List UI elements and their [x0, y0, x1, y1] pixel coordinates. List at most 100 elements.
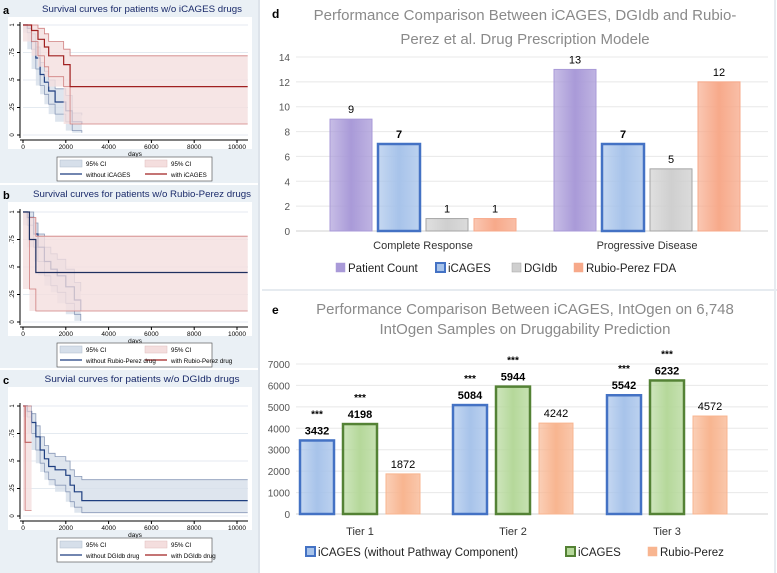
legend-box: [56, 342, 213, 368]
y-tick-label: 1: [10, 404, 16, 408]
survival-panel-c: c Survial curves for patients w/o DGIdb d…: [0, 370, 258, 573]
legend: 95% CI 95% CI without iCAGES with iCAGES: [56, 156, 213, 182]
y-tick-label: 0: [10, 320, 16, 324]
bar-rubio-perez: [538, 422, 574, 515]
x-tick-label: 6000: [144, 144, 159, 151]
chart-title-line: Performance Comparison Between iCAGES, D…: [314, 7, 737, 24]
y-tick-label: .75: [10, 48, 16, 57]
chart-title: Survial curves for patients w/o DGIdb dr…: [45, 374, 240, 385]
legend-label: iCAGES: [578, 547, 621, 559]
data-label: 1872: [391, 459, 415, 471]
data-label: 4242: [544, 408, 568, 420]
category-label: Tier 1: [346, 526, 374, 538]
bar-rubio-perez: [692, 415, 728, 515]
bar-panel-e: e Performance Comparison Between iCAGES, …: [268, 301, 768, 559]
y-tick-label: .25: [10, 484, 16, 493]
data-label: 13: [569, 54, 581, 66]
x-tick-label: 10000: [228, 331, 246, 338]
y-tick-label: .5: [10, 458, 16, 464]
bar-rubio-perez: [385, 473, 421, 515]
legend-label: without iCAGES: [85, 172, 130, 179]
y-tick-label: 12: [279, 78, 291, 89]
panel-letter: a: [3, 5, 10, 17]
ci-upper-line: [23, 405, 248, 481]
legend-label: 95% CI: [86, 161, 107, 168]
ci-upper-line: [23, 24, 248, 57]
legend-swatch-ci-red: [144, 159, 168, 168]
bar-icages: [376, 142, 422, 233]
y-tick-label: 3000: [268, 446, 291, 457]
panel-letter: e: [272, 303, 279, 317]
y-tick-label: .75: [10, 235, 16, 244]
y-tick-label: 6: [284, 152, 290, 163]
bar-rubio-perez-fda: [697, 81, 741, 232]
x-tick-label: 10000: [228, 525, 246, 532]
bar-icages: [494, 385, 532, 516]
legend-label: Patient Count: [348, 263, 418, 275]
data-label: 7: [396, 129, 402, 141]
legend-label: Rubio-Perez: [660, 547, 724, 559]
y-tick-label: .25: [10, 103, 16, 112]
bar-icages: [648, 379, 686, 516]
x-tick-label: 8000: [187, 331, 202, 338]
data-label: 4572: [698, 401, 722, 413]
x-tick-label: 4000: [101, 525, 116, 532]
y-tick-label: 1: [10, 23, 16, 27]
x-tick-label: 6000: [144, 331, 159, 338]
legend-label: without Rubio-Perez drug: [85, 358, 156, 365]
legend-label: DGIdb: [524, 263, 557, 275]
data-label: 3432: [305, 425, 329, 437]
x-tick-label: 2000: [59, 331, 74, 338]
bar-icages: [341, 422, 379, 516]
legend-label: 95% CI: [171, 542, 192, 549]
panel-letter: c: [3, 375, 9, 387]
chart-title-line: IntOgen Samples on Druggability Predicti…: [380, 321, 671, 338]
legend: 95% CI 95% CI without DGIdb drug with DGIdb…: [56, 537, 216, 563]
legend-label: without DGIdb drug: [85, 553, 140, 560]
significance-marker: ***: [464, 374, 476, 385]
x-tick-label: 2000: [59, 525, 74, 532]
category-label: Complete Response: [373, 240, 473, 252]
y-tick-label: 2: [284, 202, 290, 213]
y-tick-label: 0: [10, 514, 16, 518]
x-axis-label: days: [128, 151, 142, 158]
legend-swatch-ci-blue: [59, 159, 83, 168]
significance-marker: ***: [311, 409, 323, 420]
data-label: 1: [492, 204, 498, 216]
y-tick-label: 4000: [268, 424, 291, 435]
chart-title-line: Perez et al. Drug Prescription Modele: [400, 31, 649, 48]
x-tick-label: 8000: [187, 144, 202, 151]
data-label: 6232: [655, 365, 679, 377]
chart-title-line: Performance Comparison Between iCAGES, I…: [316, 301, 734, 318]
legend-box: [56, 537, 213, 563]
data-label: 5084: [458, 390, 483, 402]
bar-panel-d: d Performance Comparison Between iCAGES, …: [272, 7, 768, 275]
y-tick-label: .75: [10, 429, 16, 438]
legend-swatch: [335, 262, 346, 273]
survival-panel-a: a Survival curves for patients w/o iCAGES…: [0, 0, 258, 183]
significance-marker: ***: [618, 364, 630, 375]
legend-swatch-ci-red: [144, 345, 168, 354]
data-label: 5542: [612, 380, 636, 392]
data-label: 5944: [501, 372, 526, 384]
y-tick-label: 0: [284, 227, 290, 238]
legend-swatch: [305, 546, 316, 557]
y-tick-label: .5: [10, 264, 16, 270]
y-tick-label: 7000: [268, 360, 291, 371]
y-tick-label: 2000: [268, 467, 291, 478]
data-label: 5: [668, 154, 674, 166]
chart-title: Survival curves for patients w/o iCAGES …: [42, 4, 242, 15]
legend-label: 95% CI: [171, 347, 192, 354]
ci-lower-line: [23, 24, 248, 125]
ci-band-1: [23, 406, 32, 511]
data-label: 9: [348, 104, 354, 116]
survival-curve-1: [23, 211, 248, 274]
legend-label: with DGIdb drug: [170, 553, 216, 560]
panel-letter: b: [3, 190, 10, 202]
legend-label: 95% CI: [171, 161, 192, 168]
y-tick-label: 0: [10, 133, 16, 137]
legend-swatch-ci-blue: [59, 540, 83, 549]
significance-marker: ***: [507, 356, 519, 367]
legend-label: with iCAGES: [170, 172, 207, 179]
x-tick-label: 0: [21, 144, 25, 151]
